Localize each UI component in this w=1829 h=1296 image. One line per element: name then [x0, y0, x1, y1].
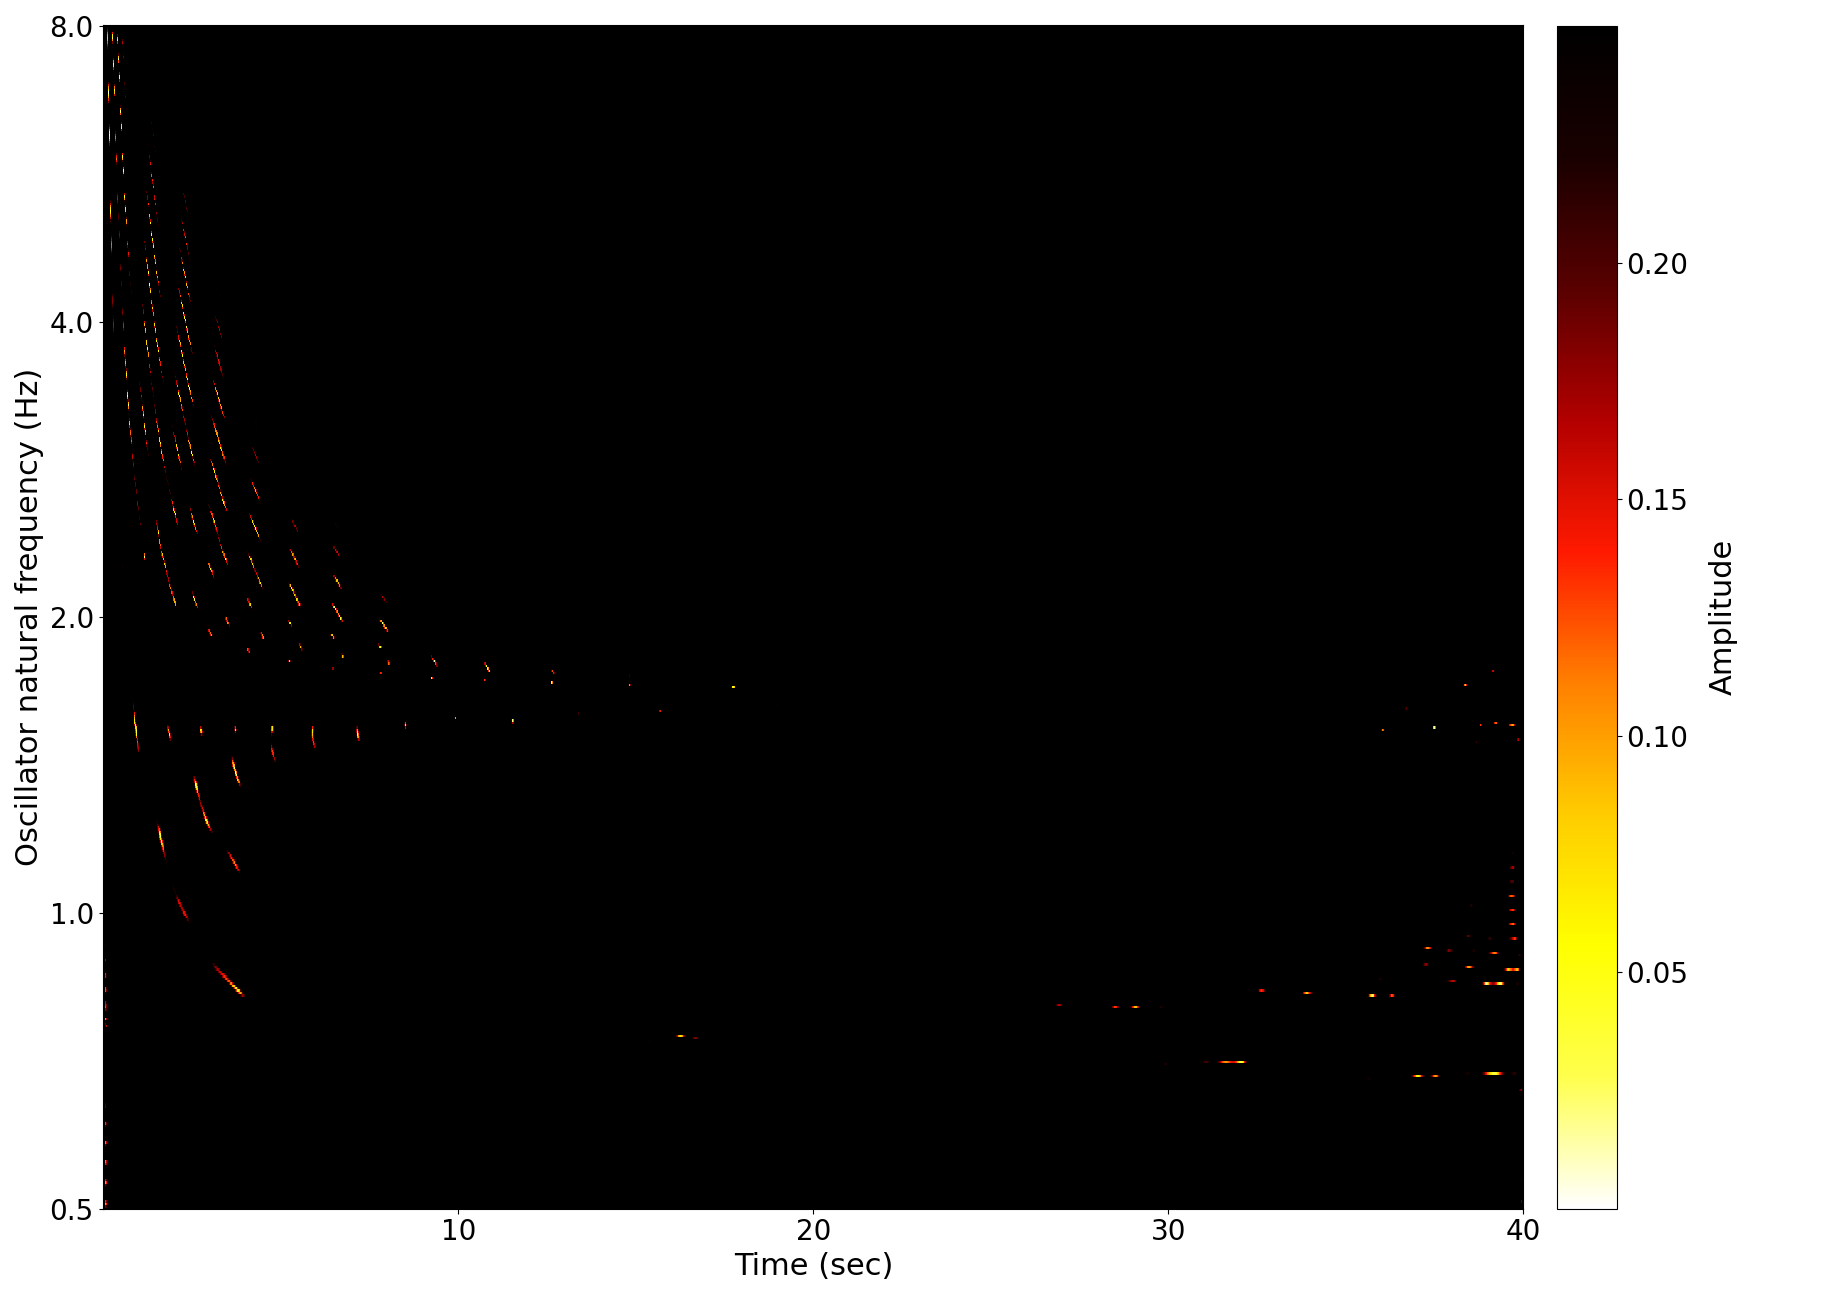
X-axis label: Time (sec): Time (sec): [733, 1252, 893, 1280]
Y-axis label: Amplitude: Amplitude: [1708, 539, 1738, 696]
Y-axis label: Oscillator natural frequency (Hz): Oscillator natural frequency (Hz): [15, 368, 44, 867]
